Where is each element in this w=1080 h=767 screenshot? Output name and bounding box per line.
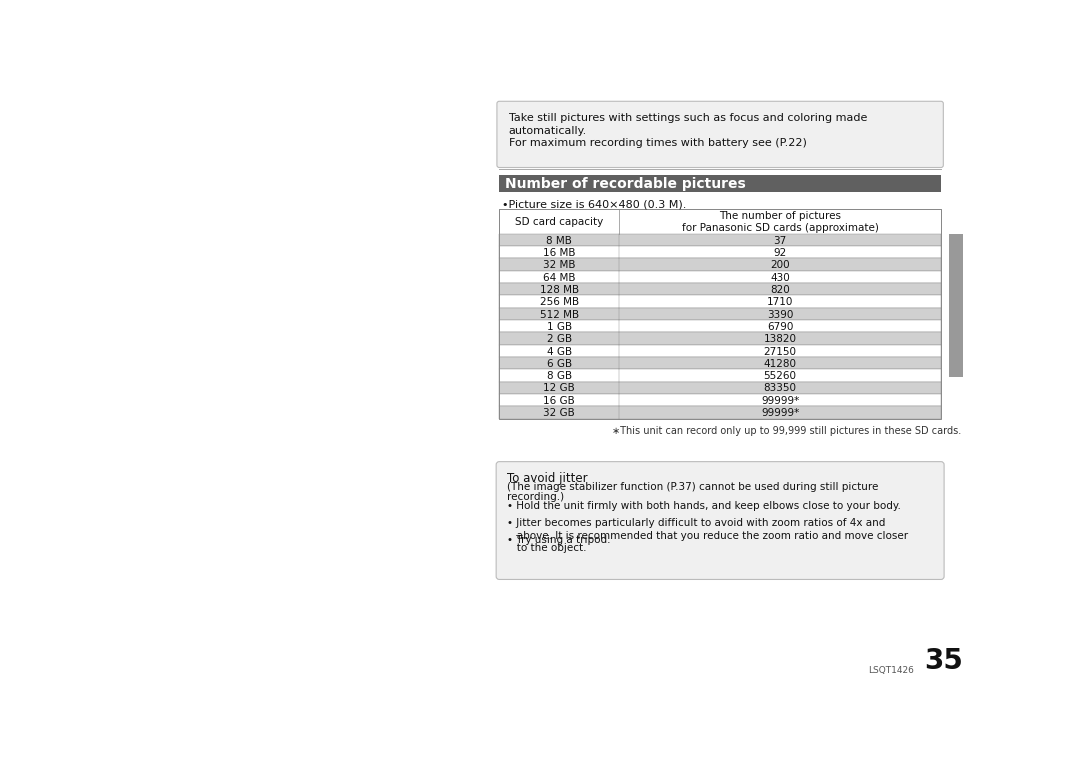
Bar [499, 357, 941, 369]
Bar [499, 308, 941, 320]
Text: 256 MB: 256 MB [540, 298, 579, 308]
Text: 6790: 6790 [767, 322, 794, 332]
Bar [499, 381, 941, 394]
Text: • Hold the unit firmly with both hands, and keep elbows close to your body.: • Hold the unit firmly with both hands, … [507, 501, 901, 511]
Text: 35: 35 [923, 647, 962, 675]
FancyBboxPatch shape [496, 462, 944, 579]
Bar [499, 394, 941, 407]
Text: To avoid jitter: To avoid jitter [507, 472, 588, 486]
Text: 512 MB: 512 MB [540, 310, 579, 320]
Text: 13820: 13820 [764, 334, 797, 344]
Text: 8 GB: 8 GB [546, 371, 572, 381]
Text: 200: 200 [770, 260, 789, 270]
Text: 4 GB: 4 GB [546, 347, 572, 357]
Text: (The image stabilizer function (P.37) cannot be used during still picture: (The image stabilizer function (P.37) ca… [507, 482, 878, 492]
Bar [499, 369, 941, 381]
Text: 55260: 55260 [764, 371, 797, 381]
Text: 99999*: 99999* [761, 408, 799, 418]
Bar [499, 258, 941, 271]
Bar [499, 246, 941, 258]
Text: • Jitter becomes particularly difficult to avoid with zoom ratios of 4x and
   a: • Jitter becomes particularly difficult … [507, 518, 908, 554]
Text: 6 GB: 6 GB [546, 359, 572, 369]
Text: 32 GB: 32 GB [543, 408, 576, 418]
Bar [499, 209, 941, 419]
Bar [499, 320, 941, 332]
Text: 128 MB: 128 MB [540, 285, 579, 295]
Bar [499, 295, 941, 308]
Bar [948, 235, 962, 377]
Text: 16 MB: 16 MB [543, 248, 576, 258]
Text: 37: 37 [773, 235, 787, 245]
FancyBboxPatch shape [497, 101, 943, 167]
Text: 99999*: 99999* [761, 396, 799, 406]
Text: LSQT1426: LSQT1426 [868, 666, 914, 675]
Text: 820: 820 [770, 285, 791, 295]
Text: Number of recordable pictures: Number of recordable pictures [505, 177, 746, 192]
Text: 16 GB: 16 GB [543, 396, 576, 406]
Text: •Picture size is 640×480 (0.3 M).: •Picture size is 640×480 (0.3 M). [502, 199, 687, 209]
Bar [499, 209, 941, 234]
Bar [499, 283, 941, 295]
Text: SD card capacity: SD card capacity [515, 217, 604, 227]
Text: The number of pictures
for Panasonic SD cards (approximate): The number of pictures for Panasonic SD … [681, 212, 879, 233]
Text: 1 GB: 1 GB [546, 322, 572, 332]
Bar [499, 407, 941, 419]
Text: 83350: 83350 [764, 384, 797, 393]
Text: 430: 430 [770, 272, 791, 282]
Bar [499, 175, 941, 193]
Bar [499, 234, 941, 246]
Text: 64 MB: 64 MB [543, 272, 576, 282]
Text: 1710: 1710 [767, 298, 794, 308]
Text: Take still pictures with settings such as focus and coloring made
automatically.: Take still pictures with settings such a… [509, 113, 867, 149]
Text: 92: 92 [773, 248, 787, 258]
Text: 41280: 41280 [764, 359, 797, 369]
Text: recording.): recording.) [507, 492, 564, 502]
Text: 8 MB: 8 MB [546, 235, 572, 245]
Text: 27150: 27150 [764, 347, 797, 357]
Text: 2 GB: 2 GB [546, 334, 572, 344]
Text: ∗This unit can record only up to 99,999 still pictures in these SD cards.: ∗This unit can record only up to 99,999 … [611, 426, 961, 436]
Text: 3390: 3390 [767, 310, 794, 320]
Text: 12 GB: 12 GB [543, 384, 576, 393]
Text: • Try using a tripod.: • Try using a tripod. [507, 535, 610, 545]
Bar [499, 332, 941, 344]
Bar [499, 271, 941, 283]
Text: 32 MB: 32 MB [543, 260, 576, 270]
Bar [499, 344, 941, 357]
